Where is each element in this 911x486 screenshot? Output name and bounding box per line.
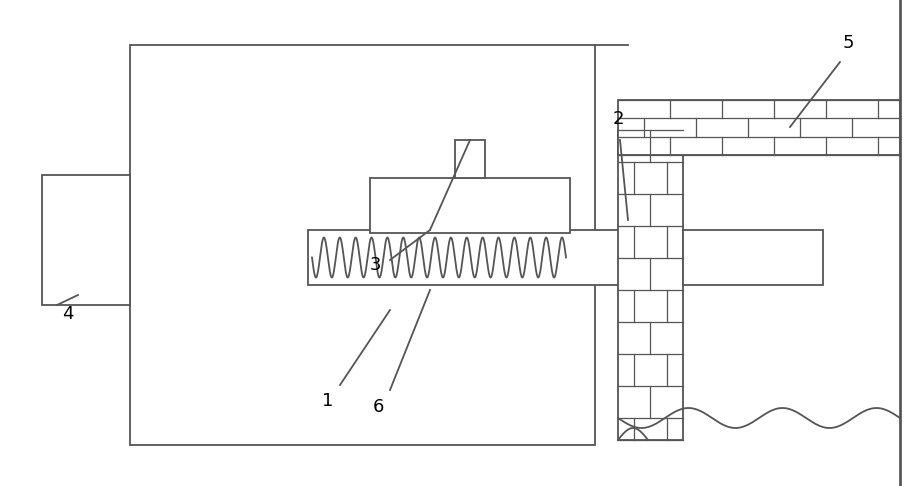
Text: 3: 3 [369,256,380,274]
Bar [682,230,822,285]
Text: 2: 2 [611,110,623,128]
Text: 6: 6 [372,398,384,416]
Text: 4: 4 [62,305,74,323]
Bar [455,140,485,178]
Bar [42,175,130,305]
Text: 5: 5 [842,34,853,52]
Bar [308,230,628,285]
Text: 1: 1 [322,392,333,410]
Bar [618,130,682,440]
Bar [370,178,569,233]
Bar [618,100,899,155]
Bar [130,45,594,445]
